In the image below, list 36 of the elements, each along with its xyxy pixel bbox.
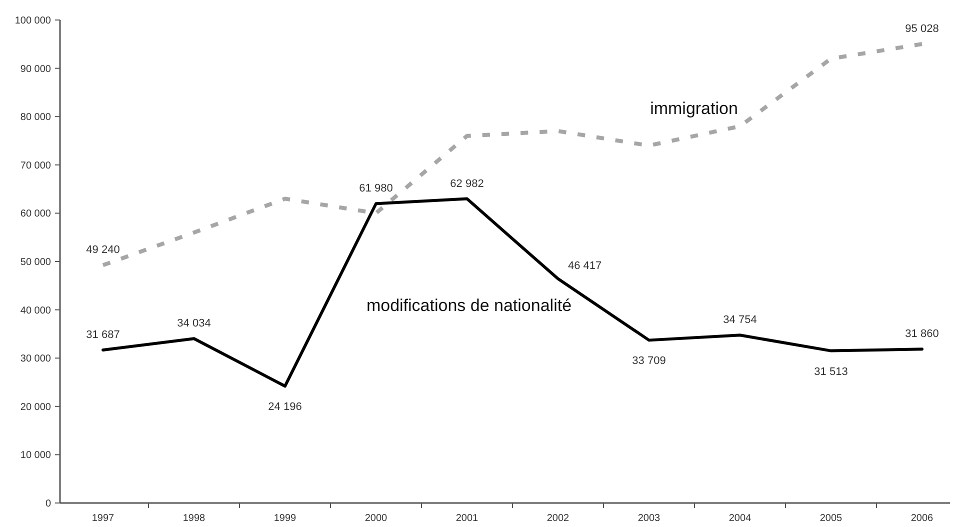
x-tick-label: 2006 xyxy=(910,513,934,524)
x-tick-label: 2002 xyxy=(546,513,570,524)
y-tick-label: 90 000 xyxy=(20,64,52,75)
y-tick-label: 10 000 xyxy=(20,450,52,462)
x-tick-label: 2005 xyxy=(820,513,843,524)
data-label: 46 417 xyxy=(568,260,602,272)
y-tick-label: 60 000 xyxy=(20,208,52,220)
x-tick-label: 1998 xyxy=(182,513,206,524)
x-tick-label: 2003 xyxy=(638,513,661,524)
x-tick-label: 2001 xyxy=(456,513,479,524)
data-label: 31 687 xyxy=(86,328,120,341)
x-tick-label: 2004 xyxy=(728,513,752,524)
series-label: modifications de nationalité xyxy=(366,296,572,315)
data-label: 62 982 xyxy=(450,178,484,190)
x-tick-label: 1999 xyxy=(274,513,297,524)
data-label: 33 709 xyxy=(632,355,666,368)
y-tick-label: 50 000 xyxy=(20,257,52,268)
y-tick-label: 100 000 xyxy=(14,16,52,26)
y-tick-label: 20 000 xyxy=(20,402,52,413)
data-label: 31 860 xyxy=(905,328,939,340)
y-tick-label: 70 000 xyxy=(20,160,52,172)
x-tick-label: 1997 xyxy=(92,513,115,524)
data-label: 49 240 xyxy=(86,244,120,256)
data-label: 61 980 xyxy=(359,182,393,195)
series-label: immigration xyxy=(650,99,738,118)
y-tick-label: 40 000 xyxy=(20,305,52,316)
data-label: 34 034 xyxy=(177,318,211,330)
y-tick-label: 30 000 xyxy=(20,354,52,365)
data-label: 34 754 xyxy=(723,314,757,326)
data-label: 95 028 xyxy=(905,23,939,36)
x-tick-label: 2000 xyxy=(364,513,388,524)
y-tick-label: 80 000 xyxy=(20,112,52,124)
data-label: 31 513 xyxy=(814,366,848,378)
y-tick-label: 0 xyxy=(45,498,52,510)
data-label: 24 196 xyxy=(268,401,302,414)
line-series xyxy=(101,42,924,268)
